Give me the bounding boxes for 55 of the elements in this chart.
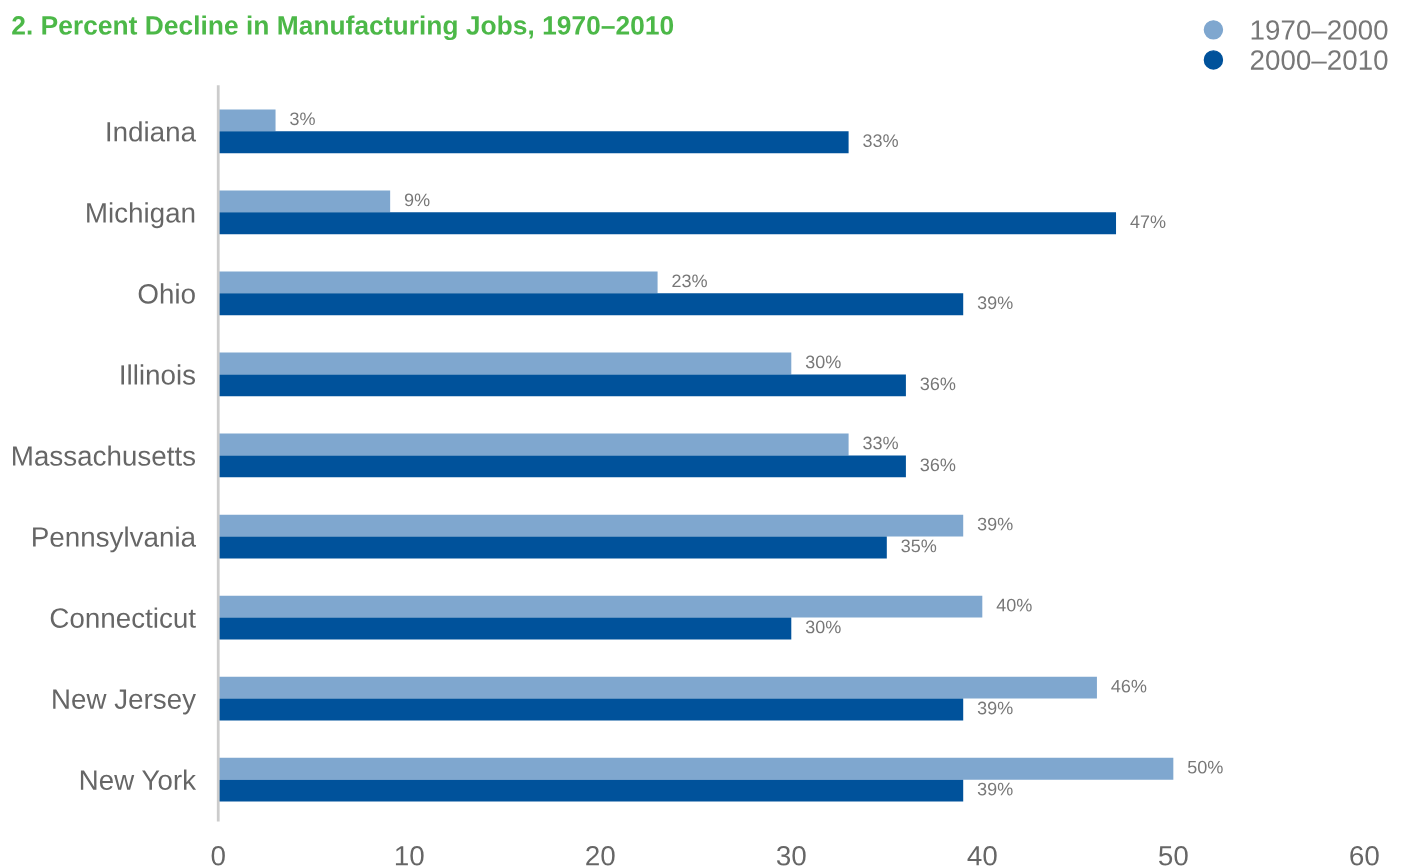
data-label: 30%	[805, 620, 841, 634]
data-label: 39%	[977, 296, 1013, 310]
bar	[218, 455, 906, 478]
data-label: 39%	[977, 782, 1013, 796]
x-tick-label: 0	[211, 845, 225, 866]
y-tick-label: Indiana	[107, 121, 197, 142]
bar	[218, 536, 887, 559]
data-label: 23%	[672, 274, 707, 288]
bar	[218, 109, 276, 132]
x-tick-label: 30	[776, 845, 806, 866]
bar	[218, 212, 1117, 235]
data-label: 33%	[863, 436, 898, 450]
data-label: 39%	[977, 701, 1013, 715]
legend-label: 1970–2000	[1251, 20, 1388, 40]
bar	[218, 676, 1097, 699]
bar	[218, 131, 849, 154]
y-tick-label: Connecticut	[50, 607, 196, 628]
data-label: 40%	[996, 598, 1032, 612]
x-tick-label: 10	[395, 845, 424, 866]
data-label: 36%	[920, 377, 956, 391]
y-tick-label: New Jersey	[53, 689, 196, 715]
y-tick-label: Michigan	[87, 202, 195, 229]
x-tick-label: 20	[586, 845, 615, 866]
legend-label: 2000–2010	[1250, 50, 1388, 70]
y-tick-label: Massachusetts	[13, 445, 196, 466]
data-label: 36%	[920, 458, 956, 472]
bar	[218, 293, 964, 316]
data-label: 3%	[290, 112, 315, 126]
bar	[218, 779, 964, 802]
y-tick-label: Illinois	[121, 364, 196, 385]
x-tick-label: 60	[1350, 845, 1379, 866]
bar	[218, 698, 964, 721]
bar	[218, 190, 391, 213]
y-tick-label: Pennsylvania	[33, 526, 197, 553]
bar	[218, 352, 792, 375]
data-label: 50%	[1187, 760, 1223, 774]
bar	[218, 757, 1174, 780]
x-tick-label: 50	[1159, 845, 1188, 866]
x-tick-label: 40	[967, 845, 997, 866]
data-label: 46%	[1111, 679, 1147, 693]
bar	[218, 433, 849, 456]
data-label: 39%	[977, 517, 1013, 531]
y-tick-label: Ohio	[138, 283, 195, 304]
chart-title: 2. Percent Decline in Manufacturing Jobs, 1970–2010	[12, 15, 674, 41]
bar	[218, 271, 658, 294]
bar	[218, 595, 983, 618]
bar	[218, 514, 964, 537]
data-label: 47%	[1130, 215, 1166, 229]
bar	[218, 374, 906, 397]
bar	[218, 617, 792, 640]
data-label: 9%	[404, 193, 430, 207]
data-label: 30%	[805, 355, 841, 369]
data-label: 35%	[901, 539, 937, 553]
data-label: 33%	[863, 134, 898, 148]
y-tick-label: New York	[80, 769, 197, 790]
